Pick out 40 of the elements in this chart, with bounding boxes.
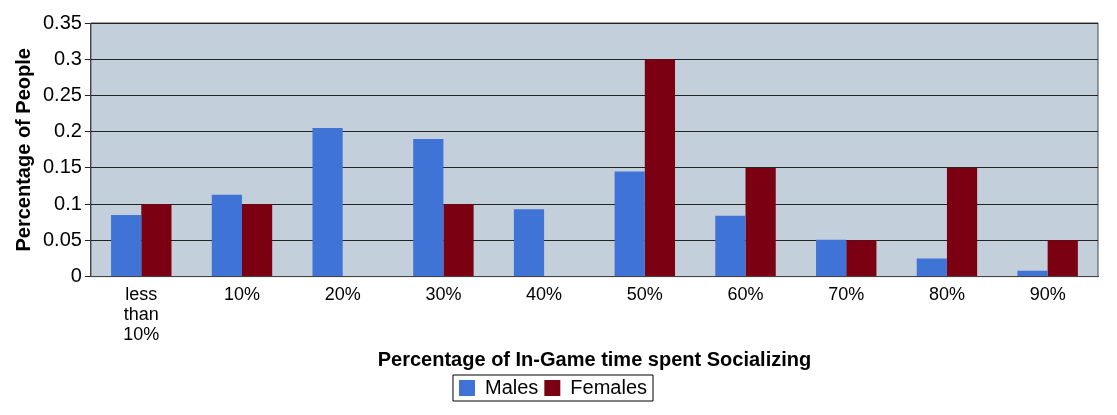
- x-tick-label: 20%: [324, 284, 361, 305]
- bar: [715, 215, 746, 277]
- x-tick-label: 90%: [1029, 284, 1066, 305]
- y-tick-label: 0: [70, 264, 82, 287]
- x-tick-label: 50%: [626, 284, 663, 305]
- x-tick-label: 70%: [828, 284, 865, 305]
- x-tick-label: less than 10%: [123, 284, 160, 345]
- bar: [816, 239, 847, 277]
- bar: [312, 128, 343, 277]
- legend-label: Females: [570, 375, 648, 398]
- bar: [141, 204, 172, 277]
- y-tick-label: 0.25: [42, 82, 82, 105]
- x-axis-title: Percentage of In-Game time spent Socializing: [377, 347, 812, 370]
- y-tick-label: 0.2: [54, 119, 82, 142]
- bar: [1017, 270, 1048, 277]
- bar: [644, 59, 676, 277]
- x-tick-label: 30%: [425, 284, 462, 305]
- x-tick-label: 80%: [928, 284, 965, 305]
- y-tick-label: 0.15: [42, 155, 82, 178]
- y-tick-label: 0.35: [42, 10, 82, 33]
- bar: [846, 240, 877, 277]
- x-tick-label: 10%: [223, 284, 260, 305]
- bar: [111, 215, 142, 277]
- bar: [513, 209, 545, 277]
- y-tick-label: 0.3: [54, 46, 82, 69]
- bar: [745, 167, 776, 277]
- bar: [241, 204, 273, 277]
- y-axis-title: Percentage of People: [11, 48, 34, 252]
- legend-label: Males: [484, 375, 539, 398]
- bar: [443, 204, 474, 277]
- y-tick-label: 0.05: [42, 227, 82, 250]
- x-tick-label: 60%: [727, 284, 764, 305]
- bar: [413, 138, 444, 277]
- bar: [1047, 240, 1078, 277]
- bar: [211, 194, 242, 277]
- y-tick-label: 0.1: [54, 191, 82, 214]
- x-tick-label: 40%: [526, 284, 563, 305]
- bar: [946, 167, 978, 277]
- bar: [916, 258, 947, 277]
- bar: [614, 171, 645, 277]
